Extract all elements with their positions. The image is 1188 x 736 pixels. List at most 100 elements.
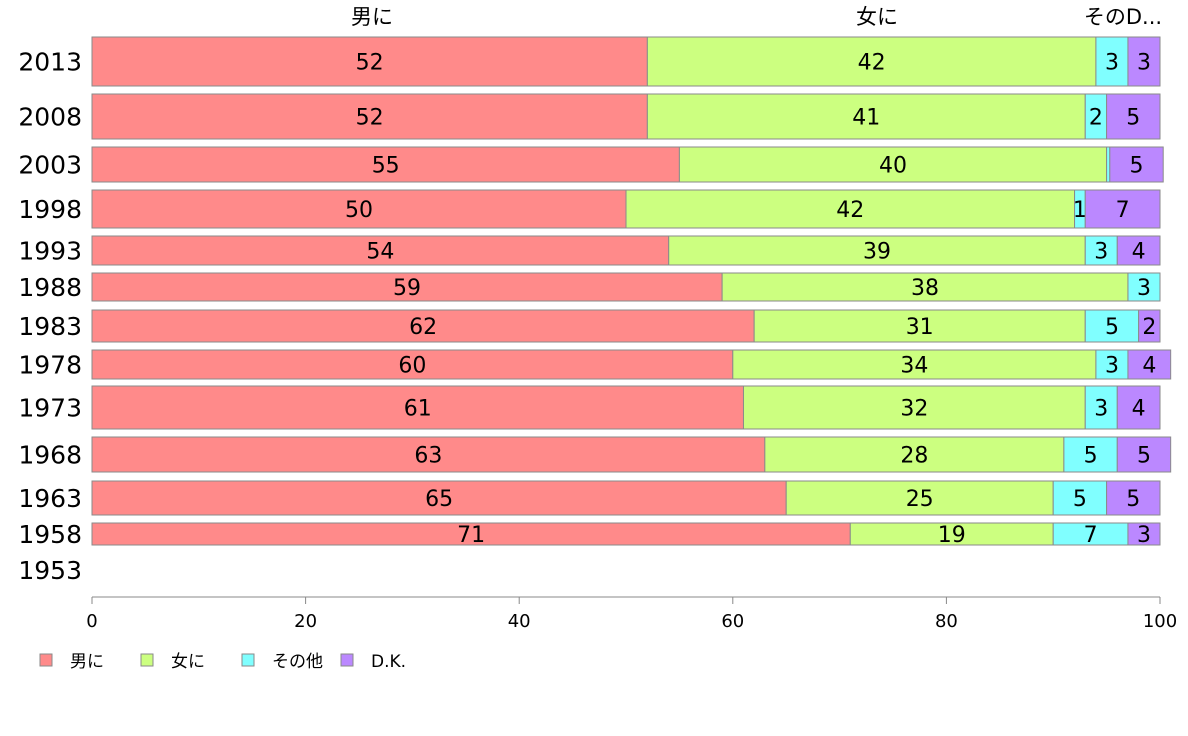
legend-label: 男に xyxy=(70,652,104,672)
data-label: 50 xyxy=(345,198,373,223)
data-label: 42 xyxy=(836,198,864,223)
bar-segment xyxy=(753,309,1086,343)
bar-segment xyxy=(1084,235,1118,266)
bar-segment xyxy=(646,93,1086,140)
bar-segment xyxy=(91,93,648,140)
data-label: 25 xyxy=(906,487,934,512)
data-label: 52 xyxy=(356,51,384,76)
data-label: 41 xyxy=(852,106,880,131)
data-label: 5 xyxy=(1130,154,1144,179)
bar-segment xyxy=(1109,146,1164,183)
bar-segment xyxy=(668,235,1086,266)
y-tick-label: 1973 xyxy=(18,394,82,423)
y-tick-label: 1958 xyxy=(18,520,82,549)
legend-item: 男に xyxy=(39,652,104,672)
x-tick-label: 100 xyxy=(1143,611,1177,632)
data-label: 3 xyxy=(1137,276,1151,301)
data-label: 42 xyxy=(858,51,886,76)
bar-segment xyxy=(91,235,670,266)
data-label: 59 xyxy=(393,276,421,301)
data-label: 5 xyxy=(1137,444,1151,469)
bar-segment xyxy=(1052,480,1108,516)
bar-segment xyxy=(678,146,1108,183)
data-label: 3 xyxy=(1105,354,1119,379)
legend-item: 女に xyxy=(140,652,205,672)
data-label: 1 xyxy=(1073,198,1087,223)
bar-segment xyxy=(1116,385,1161,430)
data-label: 3 xyxy=(1105,51,1119,76)
bar-segment xyxy=(785,480,1054,516)
data-label: 3 xyxy=(1094,240,1108,265)
column-header-1: 男に xyxy=(351,5,393,29)
y-tick-label: 2013 xyxy=(18,48,82,77)
y-tick-label: 1963 xyxy=(18,484,82,513)
data-label: 3 xyxy=(1137,51,1151,76)
data-label: 71 xyxy=(457,523,485,548)
data-label: 3 xyxy=(1137,523,1151,548)
data-label: 60 xyxy=(398,354,426,379)
data-label: 19 xyxy=(938,523,966,548)
bar-segment xyxy=(1116,235,1161,266)
bar-segment xyxy=(1084,385,1118,430)
x-tick-label: 20 xyxy=(294,611,317,632)
data-label: 54 xyxy=(366,240,394,265)
data-label: 2 xyxy=(1142,315,1156,340)
data-label: 5 xyxy=(1073,487,1087,512)
column-header-2: 女に xyxy=(856,5,898,29)
legend-label: D.K. xyxy=(371,652,406,672)
bar-segment xyxy=(1106,480,1161,516)
bar-segment xyxy=(1127,36,1161,87)
bar-segment xyxy=(1138,309,1161,343)
y-tick-label: 1998 xyxy=(18,195,82,224)
bar-segment xyxy=(1127,349,1172,380)
bar-segment xyxy=(91,36,648,87)
legend-item: その他 xyxy=(241,652,323,672)
bar-segment xyxy=(625,189,1076,229)
bar-segment xyxy=(91,189,627,229)
data-label: 5 xyxy=(1126,106,1140,131)
bar-segment xyxy=(91,480,787,516)
y-tick-label: 1983 xyxy=(18,312,82,341)
data-label: 32 xyxy=(900,397,928,422)
data-label: 7 xyxy=(1084,523,1098,548)
legend-swatch xyxy=(241,653,255,667)
y-tick-label: 1968 xyxy=(18,441,82,470)
data-label: 34 xyxy=(900,354,928,379)
y-tick-label: 2003 xyxy=(18,151,82,180)
data-label: 38 xyxy=(911,276,939,301)
bar-segment xyxy=(1084,309,1140,343)
data-label: 5 xyxy=(1105,315,1119,340)
x-tick-label: 60 xyxy=(721,611,744,632)
bar-segment xyxy=(1063,436,1118,473)
legend-label: その他 xyxy=(272,652,323,672)
data-label: 7 xyxy=(1116,198,1130,223)
x-tick-label: 0 xyxy=(86,611,97,632)
data-label: 63 xyxy=(414,444,442,469)
bar-segment xyxy=(1106,93,1161,140)
data-label: 65 xyxy=(425,487,453,512)
bar-segment xyxy=(1116,436,1172,473)
bar-segment xyxy=(721,272,1129,302)
data-label: 2 xyxy=(1089,106,1103,131)
data-label: 40 xyxy=(879,154,907,179)
data-label: 5 xyxy=(1126,487,1140,512)
y-tick-label: 2008 xyxy=(18,103,82,132)
data-label: 5 xyxy=(1084,444,1098,469)
data-label: 4 xyxy=(1132,397,1146,422)
bar-segment xyxy=(1084,189,1161,229)
data-label: 61 xyxy=(404,397,432,422)
y-tick-label: 1978 xyxy=(18,351,82,380)
y-tick-label: 1953 xyxy=(18,556,82,585)
legend-item: D.K. xyxy=(340,652,406,672)
bar-segment xyxy=(1095,349,1129,380)
bar-segment xyxy=(91,146,680,183)
data-label: 39 xyxy=(863,240,891,265)
bar-segment xyxy=(764,436,1065,473)
x-tick-label: 80 xyxy=(935,611,958,632)
bar-segment xyxy=(91,349,734,380)
bar-segment xyxy=(646,36,1097,87)
data-label: 62 xyxy=(409,315,437,340)
x-tick-label: 40 xyxy=(508,611,531,632)
